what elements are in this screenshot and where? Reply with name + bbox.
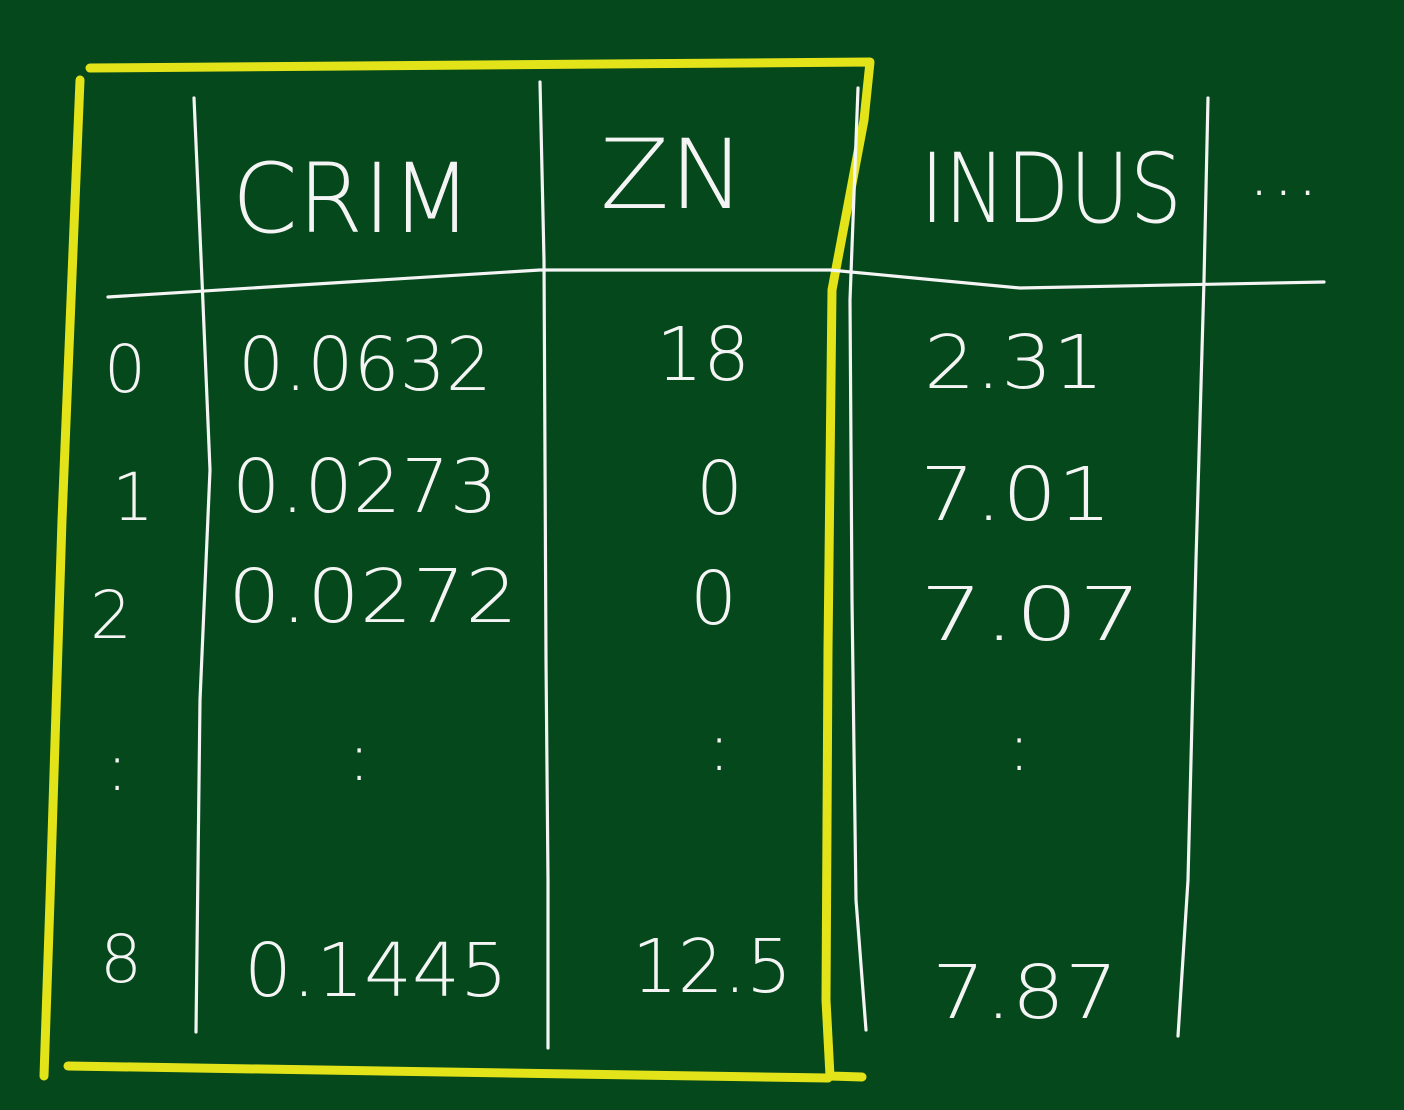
column-divider-zn bbox=[848, 86, 868, 1032]
row-index-2: 2 bbox=[90, 577, 132, 654]
cell-crim-0: 0.0632 bbox=[238, 322, 492, 408]
highlight-box bbox=[39, 57, 875, 1083]
cell-zn-8: 12.5 bbox=[632, 924, 792, 1010]
cell-zn-0: 18 bbox=[656, 312, 750, 398]
header-crim: CRIM bbox=[232, 143, 472, 255]
cell-zn-1: 0 bbox=[696, 446, 743, 532]
cell-indus-8: 7.87 bbox=[932, 950, 1118, 1036]
cell-indus-2: 7.07 bbox=[920, 572, 1142, 658]
cell-crim-8: 0.1445 bbox=[244, 928, 508, 1014]
column-divider-indus bbox=[1176, 96, 1210, 1038]
cell-crim-1: 0.0273 bbox=[232, 444, 498, 530]
cell-crim-2: 0.0272 bbox=[228, 554, 518, 640]
ellipsis-crim: : bbox=[348, 719, 370, 796]
header-indus: INDUS bbox=[920, 133, 1182, 245]
header-zn: ZN bbox=[600, 119, 745, 231]
cell-indus-0: 2.31 bbox=[924, 320, 1104, 406]
header-underline bbox=[106, 268, 1326, 299]
ellipsis-indus: : bbox=[1008, 709, 1030, 786]
cell-indus-1: 7.01 bbox=[920, 452, 1112, 538]
row-index-8: 8 bbox=[100, 921, 142, 998]
ellipsis-zn: : bbox=[708, 709, 730, 786]
column-divider-index bbox=[192, 96, 212, 1034]
row-index-1: 1 bbox=[112, 459, 154, 536]
row-index-0: 0 bbox=[104, 331, 146, 408]
column-divider-crim bbox=[538, 80, 550, 1050]
ellipsis-index: : bbox=[106, 729, 128, 806]
cell-zn-2: 0 bbox=[690, 556, 737, 642]
header-more-columns: ... bbox=[1248, 130, 1321, 212]
